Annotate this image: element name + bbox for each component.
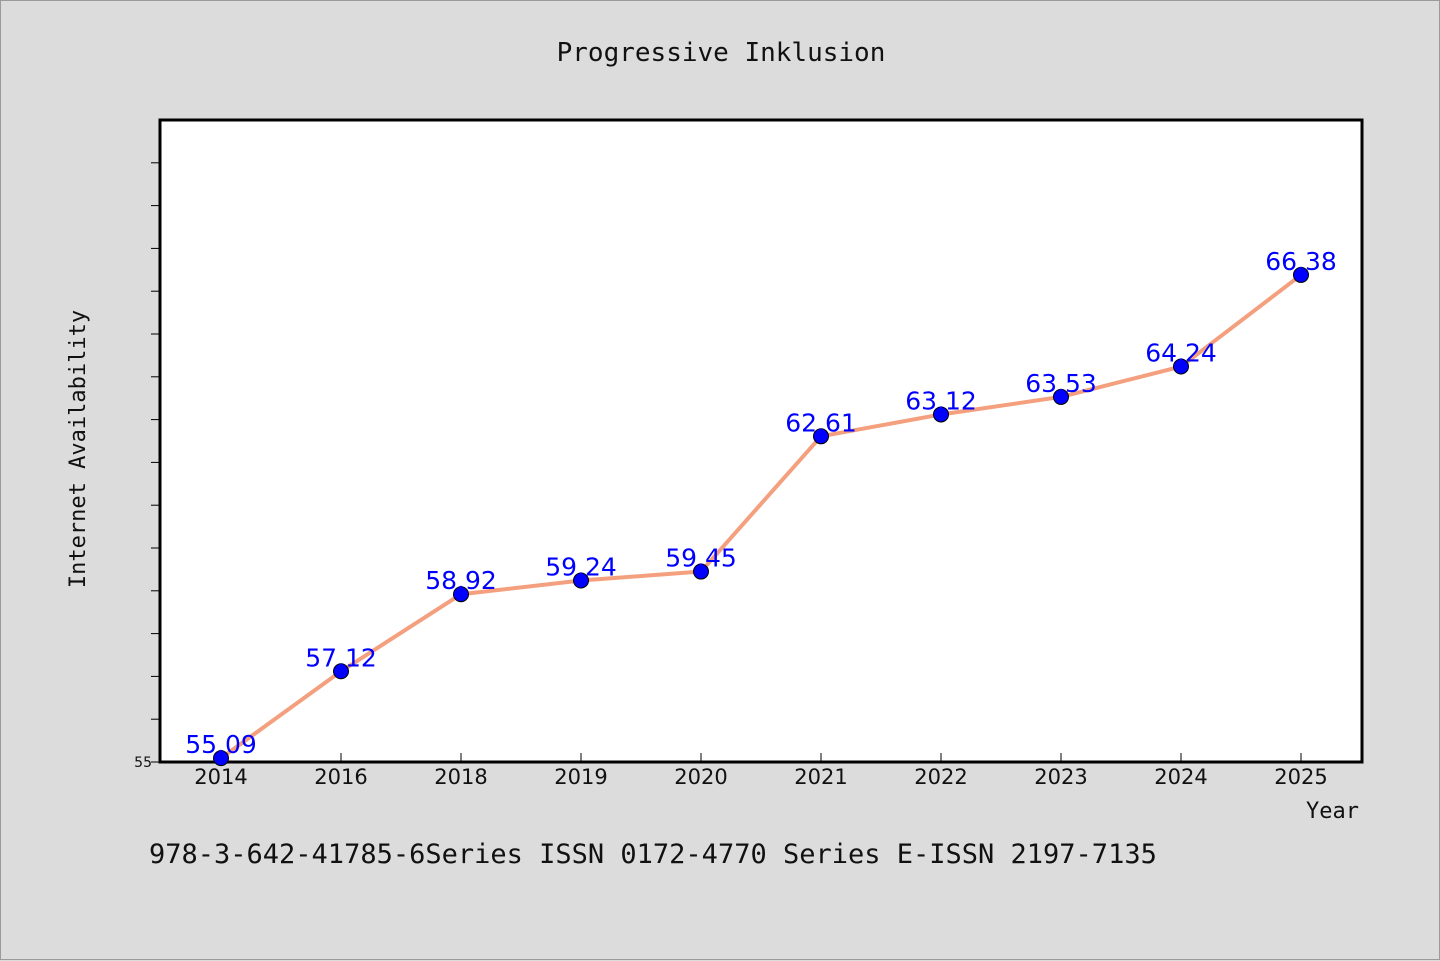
- data-point-marker: [693, 563, 709, 580]
- y-axis-ticks: 55: [134, 162, 160, 771]
- series-layer: 55.09 57.12 58.92 59.24 59.45 62.61 63.12 63.53…: [185, 247, 1337, 767]
- data-label: 62.61: [785, 408, 857, 437]
- data-label: 58.92: [425, 566, 497, 595]
- x-tick-label: 2024: [1154, 765, 1207, 789]
- x-tick-label: 2021: [794, 765, 847, 789]
- x-tick-label: 2020: [674, 765, 727, 789]
- chart-title: Progressive Inklusion: [557, 38, 886, 68]
- x-tick-label: 2019: [554, 765, 607, 789]
- data-label: 57.12: [305, 643, 377, 672]
- data-point-marker: [573, 572, 589, 589]
- data-point-marker: [1053, 388, 1069, 405]
- data-point-marker: [933, 406, 949, 423]
- footer-isbn-text: 978-3-642-41785-6Series ISSN 0172-4770 S…: [149, 839, 1157, 870]
- data-point-marker: [813, 428, 829, 445]
- data-label: 59.45: [665, 544, 737, 573]
- x-tick-label: 2018: [434, 765, 487, 789]
- data-point-marker: [1293, 266, 1309, 283]
- x-axis-label: Year: [1306, 799, 1359, 824]
- data-point-marker: [453, 586, 469, 603]
- data-point-marker: [213, 750, 229, 767]
- data-label: 64.24: [1145, 339, 1217, 368]
- x-tick-label: 2014: [194, 765, 247, 789]
- y-tick-label: 55: [134, 755, 152, 771]
- x-axis-ticks: 2014 2016 2018 2019 2020 2021 2022 2023 2024 2025: [194, 753, 1328, 789]
- data-point-marker: [333, 663, 349, 680]
- plot-area: [158, 118, 1364, 764]
- data-label: 55.09: [185, 730, 257, 759]
- data-label: 63.12: [905, 386, 977, 415]
- x-tick-label: 2016: [314, 765, 367, 789]
- data-point-marker: [1173, 358, 1189, 375]
- data-label: 63.53: [1025, 369, 1097, 398]
- data-label: 66.38: [1265, 247, 1337, 276]
- series-line: [219, 272, 1303, 761]
- x-tick-label: 2025: [1274, 765, 1327, 789]
- y-axis-label: Internet Availability: [66, 310, 91, 588]
- data-label: 59.24: [545, 553, 617, 582]
- x-tick-label: 2023: [1034, 765, 1087, 789]
- x-tick-label: 2022: [914, 765, 967, 789]
